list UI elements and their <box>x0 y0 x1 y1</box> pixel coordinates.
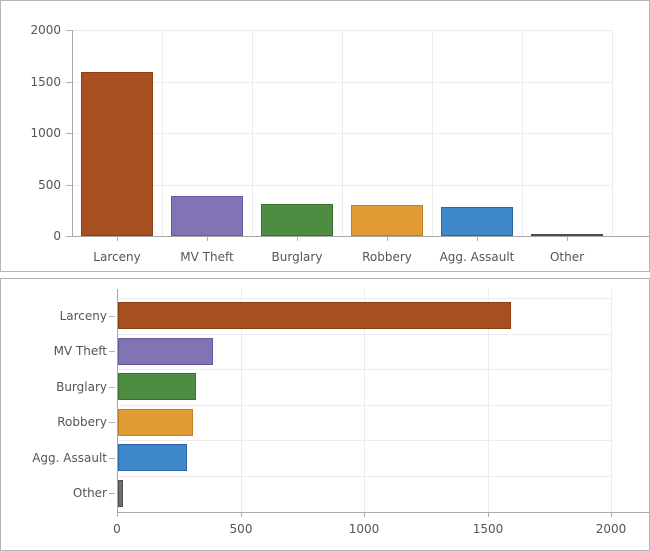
x-axis-tick-mark <box>207 237 208 241</box>
bar-agg-assault[interactable] <box>441 207 513 236</box>
y-axis-tick-label: 2000 <box>30 23 61 37</box>
bar-other[interactable] <box>118 480 123 507</box>
y-axis-tick-mark <box>109 316 115 317</box>
x-axis-tick-label: 2000 <box>595 522 627 536</box>
gridline-vertical <box>522 30 523 236</box>
vertical-bar-chart: 0 500 1000 1500 2000 Larceny MV Theft Burglary R… <box>1 1 649 271</box>
category-label: Other <box>549 250 585 264</box>
bar-robbery[interactable] <box>351 205 423 236</box>
bar-burglary[interactable] <box>261 204 333 236</box>
x-axis-tick-mark <box>297 237 298 241</box>
x-axis-tick-mark <box>477 237 478 241</box>
y-axis-tick-mark <box>109 458 115 459</box>
bar-larceny[interactable] <box>118 302 511 329</box>
y-axis-tick-mark <box>109 422 115 423</box>
x-axis-tick-label: 1500 <box>472 522 504 536</box>
gridline-vertical <box>241 289 242 512</box>
y-axis-tick-mark <box>66 185 72 186</box>
bar-mv-theft[interactable] <box>171 196 243 236</box>
x-axis-tick-label: 0 <box>113 522 121 536</box>
gridline-horizontal <box>117 334 611 335</box>
bar-burglary[interactable] <box>118 373 196 400</box>
bar-robbery[interactable] <box>118 409 193 436</box>
category-label: Robbery <box>362 250 412 264</box>
category-label: Burglary <box>271 250 323 264</box>
x-axis-tick-mark <box>387 237 388 241</box>
y-axis-tick-mark <box>109 387 115 388</box>
x-axis-tick-mark <box>364 513 365 517</box>
gridline-vertical <box>364 289 365 512</box>
category-label: Larceny <box>59 309 107 323</box>
y-axis-tick-mark <box>66 133 72 134</box>
y-axis-tick-mark <box>66 236 72 237</box>
bar-mv-theft[interactable] <box>118 338 213 365</box>
bar-agg-assault[interactable] <box>118 444 187 471</box>
category-label: MV Theft <box>53 344 107 358</box>
gridline-vertical <box>432 30 433 236</box>
category-label: Other <box>72 486 107 500</box>
y-axis-tick-mark <box>109 493 115 494</box>
x-axis-tick-label: 1000 <box>348 522 380 536</box>
x-axis-tick-mark <box>117 237 118 241</box>
category-label: Agg. Assault <box>32 451 107 465</box>
bar-larceny[interactable] <box>81 72 153 236</box>
x-axis-tick-mark <box>567 237 568 241</box>
y-axis-tick-mark <box>66 30 72 31</box>
x-axis-tick-mark <box>241 513 242 517</box>
gridline-vertical <box>162 30 163 236</box>
x-axis-tick-mark <box>488 513 489 517</box>
y-axis-line <box>117 289 118 513</box>
gridline-vertical <box>252 30 253 236</box>
gridline-horizontal <box>117 476 611 477</box>
gridline-horizontal <box>117 298 611 299</box>
category-label: MV Theft <box>180 250 234 264</box>
y-axis-tick-mark <box>66 82 72 83</box>
gridline-vertical <box>342 30 343 236</box>
gridline-vertical <box>611 289 612 512</box>
bar-other[interactable] <box>531 234 603 236</box>
x-axis-tick-mark <box>117 513 118 517</box>
category-label: Robbery <box>57 415 107 429</box>
y-axis-tick-label: 0 <box>53 229 61 243</box>
y-axis-tick-label: 1500 <box>30 75 61 89</box>
gridline-horizontal <box>117 440 611 441</box>
horizontal-bar-chart: 0 500 1000 1500 2000 Larceny MV Theft Burglary R… <box>1 279 649 550</box>
gridline-vertical <box>612 30 613 236</box>
gridline-vertical <box>488 289 489 512</box>
y-axis-line <box>72 30 73 237</box>
gridline-horizontal <box>117 369 611 370</box>
vertical-bar-chart-panel: 0 500 1000 1500 2000 Larceny MV Theft Burglary R… <box>0 0 650 272</box>
y-axis-tick-mark <box>109 351 115 352</box>
x-axis-line <box>72 236 649 237</box>
category-label: Agg. Assault <box>439 250 515 264</box>
x-axis-tick-label: 500 <box>229 522 253 536</box>
y-axis-tick-label: 500 <box>38 178 61 192</box>
category-label: Burglary <box>56 380 107 394</box>
gridline-horizontal <box>117 405 611 406</box>
x-axis-tick-mark <box>611 513 612 517</box>
horizontal-bar-chart-panel: 0 500 1000 1500 2000 Larceny MV Theft Burglary R… <box>0 278 650 551</box>
y-axis-tick-label: 1000 <box>30 126 61 140</box>
category-label: Larceny <box>93 250 141 264</box>
x-axis-line <box>117 512 649 513</box>
